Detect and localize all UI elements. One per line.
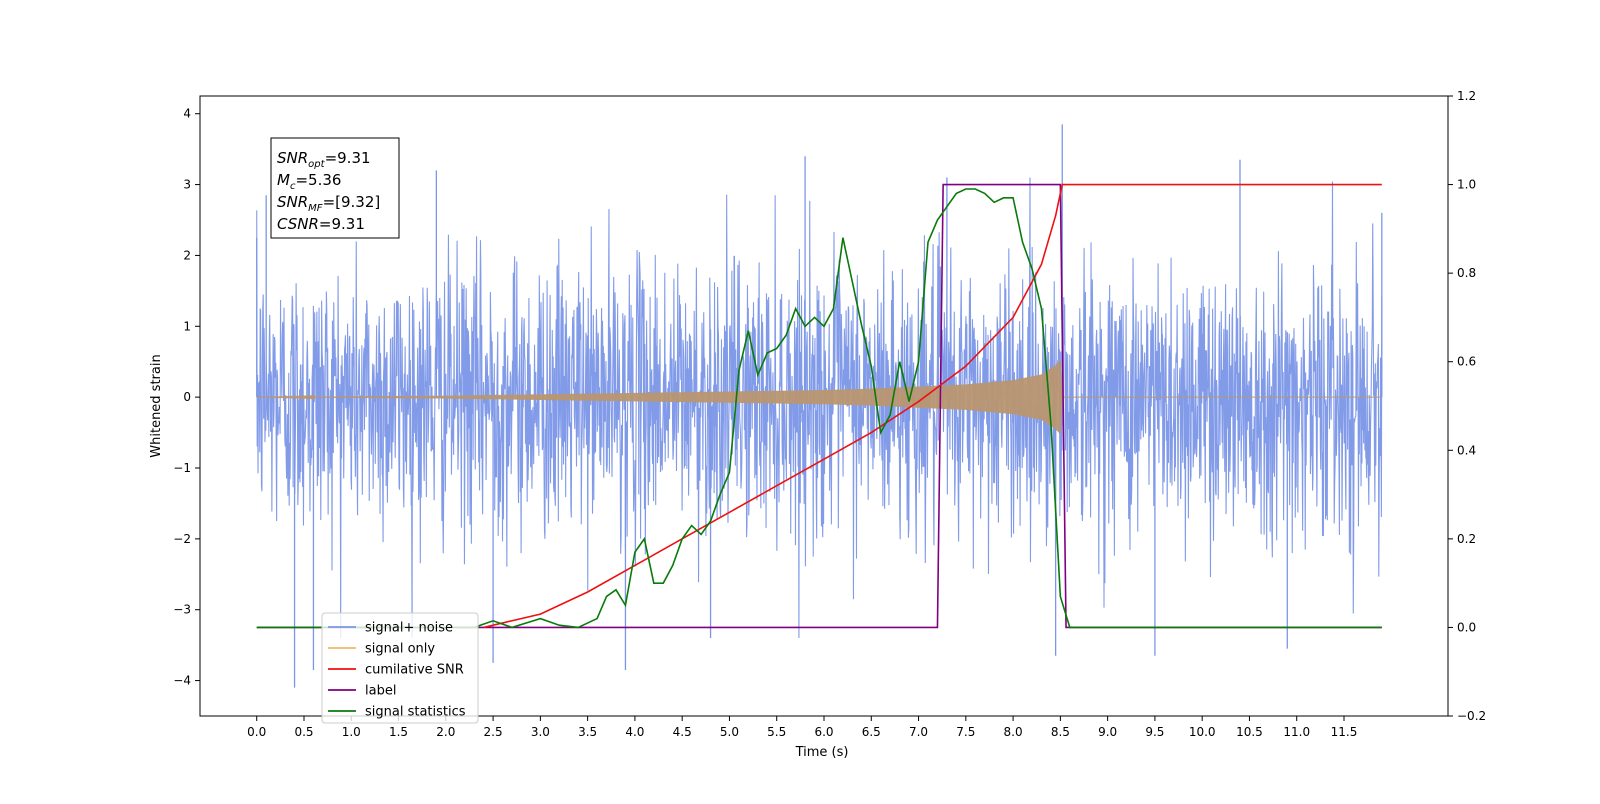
annotation-symbol: CSNR xyxy=(277,215,319,233)
x-axis-label: Time (s) xyxy=(795,745,849,760)
y-tick-label: 1 xyxy=(183,319,191,333)
annotation-symbol: M xyxy=(277,171,290,189)
x-tick-label: 6.0 xyxy=(814,725,833,739)
x-tick-label: 5.5 xyxy=(767,725,786,739)
series-signal-statistics-line xyxy=(256,188,1382,629)
y-tick-label: 3 xyxy=(183,178,191,192)
x-tick-label: 9.5 xyxy=(1145,725,1164,739)
annotation-value: =5.36 xyxy=(295,171,341,189)
annotation-line: CSNR=9.31 xyxy=(277,215,365,233)
y2-tick-label: −0.2 xyxy=(1457,709,1486,723)
annotation-subscript: c xyxy=(290,181,296,192)
x-tick-label: 11.0 xyxy=(1283,725,1310,739)
x-tick-label: 4.5 xyxy=(673,725,692,739)
annotation-line: Mc=5.36 xyxy=(277,171,341,192)
series-signal-noise-line xyxy=(256,177,1383,639)
annotation-frame xyxy=(270,137,400,239)
y-tick-label: 2 xyxy=(183,248,191,262)
y-axis-right: −0.2 0.0 0.2 0.4 0.6 0.8 1.0 1.2 xyxy=(1448,89,1486,723)
legend: signal+ noise signal only cumilative SNR la… xyxy=(321,612,479,724)
x-tick-label: 1.0 xyxy=(342,725,361,739)
y-tick-label: −3 xyxy=(173,603,191,617)
x-tick-label: 8.0 xyxy=(1004,725,1023,739)
legend-label: signal statistics xyxy=(365,705,466,720)
x-tick-label: 2.5 xyxy=(484,725,503,739)
y-axis-label: Whitened strain xyxy=(149,354,164,457)
y2-tick-label: 0.6 xyxy=(1457,355,1476,369)
annotation-value: =[9.32] xyxy=(323,193,381,211)
x-tick-label: 9.0 xyxy=(1098,725,1117,739)
series-cumulative-snr-line xyxy=(483,183,1382,629)
legend-label: label xyxy=(365,684,396,699)
x-tick-label: 3.5 xyxy=(578,725,597,739)
annotation-subscript: MF xyxy=(308,203,323,214)
y-tick-label: −1 xyxy=(173,461,191,475)
x-tick-label: 7.5 xyxy=(956,725,975,739)
y2-tick-label: 0.0 xyxy=(1457,620,1476,634)
y2-tick-label: 1.0 xyxy=(1457,178,1476,192)
series-layer xyxy=(256,124,1383,688)
x-tick-label: 8.5 xyxy=(1051,725,1070,739)
legend-frame xyxy=(321,612,479,724)
legend-label: signal+ noise xyxy=(365,621,453,636)
y-tick-label: 0 xyxy=(183,390,191,404)
x-tick-label: 3.0 xyxy=(531,725,550,739)
y2-tick-label: 1.2 xyxy=(1457,89,1476,103)
annotation-value: =9.31 xyxy=(325,149,371,167)
x-tick-label: 5.0 xyxy=(720,725,739,739)
x-tick-label: 0.5 xyxy=(294,725,313,739)
x-tick-label: 6.5 xyxy=(862,725,881,739)
x-tick-label: 10.0 xyxy=(1189,725,1216,739)
x-tick-label: 1.5 xyxy=(389,725,408,739)
annotation-value: =9.31 xyxy=(319,215,365,233)
annotation-symbol: SNR xyxy=(277,193,308,211)
x-tick-label: 2.0 xyxy=(436,725,455,739)
y2-tick-label: 0.8 xyxy=(1457,266,1476,280)
x-tick-label: 10.5 xyxy=(1236,725,1263,739)
annotation-subscript: opt xyxy=(308,159,325,170)
y2-tick-label: 0.4 xyxy=(1457,443,1476,457)
annotation-symbol: SNR xyxy=(277,149,308,167)
annotation-line: SNRopt=9.31 xyxy=(277,149,371,170)
y2-tick-label: 0.2 xyxy=(1457,532,1476,546)
x-axis: 0.0 0.5 1.0 1.5 2.0 2.5 3.0 3.5 4.0 4.5 5.0 5.5 6.0 6… xyxy=(247,716,1357,739)
y-tick-label: −4 xyxy=(173,674,191,688)
x-tick-label: 7.0 xyxy=(909,725,928,739)
y-axis-left: −4 −3 −2 −1 0 1 2 3 4 xyxy=(173,107,200,688)
legend-label: signal only xyxy=(365,642,435,657)
legend-label: cumilative SNR xyxy=(365,663,464,678)
series-signal-only-line xyxy=(256,360,1382,434)
y-tick-label: −2 xyxy=(173,532,191,546)
x-tick-label: 11.5 xyxy=(1331,725,1358,739)
y-tick-label: 4 xyxy=(183,107,191,121)
x-tick-label: 4.0 xyxy=(625,725,644,739)
annotation-line: SNRMF=[9.32] xyxy=(277,193,380,214)
x-tick-label: 0.0 xyxy=(247,725,266,739)
